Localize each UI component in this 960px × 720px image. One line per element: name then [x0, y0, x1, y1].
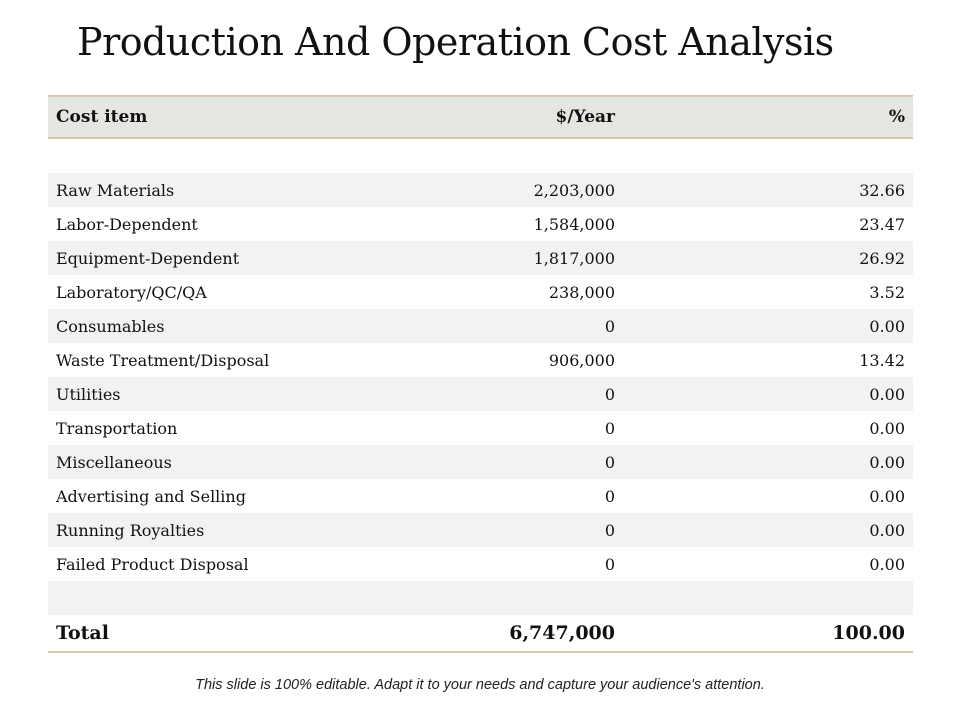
- footer-note: This slide is 100% editable. Adapt it to…: [195, 677, 765, 693]
- table-row: Consumables 0 0.00: [48, 309, 913, 343]
- cost-item-cell: Miscellaneous: [48, 445, 408, 479]
- table-row: Equipment-Dependent 1,817,000 26.92: [48, 241, 913, 275]
- header-percent: %: [623, 95, 913, 139]
- percent-cell: 0.00: [623, 309, 913, 343]
- blank-row: [48, 581, 913, 615]
- year-cell: 0: [604, 486, 615, 506]
- header-dollars-per-year: $/Year: [408, 95, 623, 139]
- table-row: Labor-Dependent 1,584,000 23.47: [48, 207, 913, 241]
- table-row: Running Royalties 0 0.00: [48, 513, 913, 547]
- cost-item-cell: Transportation: [56, 418, 178, 438]
- table-row: Utilities 0 0.00: [48, 377, 913, 411]
- percent-cell: 32.66: [623, 173, 913, 207]
- cost-item-cell: Waste Treatment/Disposal: [56, 350, 270, 370]
- year-cell: 1,584,000: [533, 214, 615, 234]
- table-row: Laboratory/QC/QA 238,000 3.52: [48, 275, 913, 309]
- year-cell: 0: [408, 309, 623, 343]
- cost-table: Cost item $/Year % Raw Materials 2,203,0…: [48, 95, 913, 653]
- cost-item-cell: Running Royalties: [48, 513, 408, 547]
- percent-cell: 0.00: [869, 486, 905, 506]
- year-cell: 0: [408, 377, 623, 411]
- percent-cell: 23.47: [859, 214, 905, 234]
- table-row: Miscellaneous 0 0.00: [48, 445, 913, 479]
- table-row: Waste Treatment/Disposal 906,000 13.42: [48, 343, 913, 377]
- total-year: 6,747,000: [408, 615, 623, 653]
- year-cell: 0: [604, 418, 615, 438]
- cost-item-cell: Failed Product Disposal: [56, 554, 249, 574]
- cost-item-cell: Equipment-Dependent: [48, 241, 408, 275]
- percent-cell: 0.00: [869, 554, 905, 574]
- page-title: Production And Operation Cost Analysis: [77, 20, 834, 64]
- total-row: Total 6,747,000 100.00: [48, 615, 913, 653]
- cost-item-cell: Advertising and Selling: [56, 486, 246, 506]
- total-label: Total: [48, 615, 408, 653]
- cost-item-cell: Raw Materials: [48, 173, 408, 207]
- total-percent: 100.00: [623, 615, 913, 653]
- table-row: Transportation 0 0.00: [48, 411, 913, 445]
- spacer-row: [48, 138, 913, 173]
- table-row: Advertising and Selling 0 0.00: [48, 479, 913, 513]
- cost-item-cell: Utilities: [48, 377, 408, 411]
- table-row: Raw Materials 2,203,000 32.66: [48, 173, 913, 207]
- year-cell: 0: [604, 554, 615, 574]
- cost-item-cell: Labor-Dependent: [56, 214, 198, 234]
- year-cell: 906,000: [548, 350, 615, 370]
- year-cell: 238,000: [548, 282, 615, 302]
- cost-item-cell: Laboratory/QC/QA: [56, 282, 207, 302]
- table-row: Failed Product Disposal 0 0.00: [48, 547, 913, 581]
- percent-cell: 0.00: [623, 513, 913, 547]
- percent-cell: 0.00: [869, 418, 905, 438]
- cost-item-cell: Consumables: [48, 309, 408, 343]
- percent-cell: 26.92: [623, 241, 913, 275]
- year-cell: 0: [408, 445, 623, 479]
- percent-cell: 13.42: [859, 350, 905, 370]
- percent-cell: 0.00: [623, 377, 913, 411]
- percent-cell: 3.52: [869, 282, 905, 302]
- year-cell: 2,203,000: [408, 173, 623, 207]
- table-header-row: Cost item $/Year %: [48, 95, 913, 139]
- year-cell: 0: [408, 513, 623, 547]
- header-cost-item: Cost item: [48, 95, 408, 139]
- year-cell: 1,817,000: [408, 241, 623, 275]
- percent-cell: 0.00: [623, 445, 913, 479]
